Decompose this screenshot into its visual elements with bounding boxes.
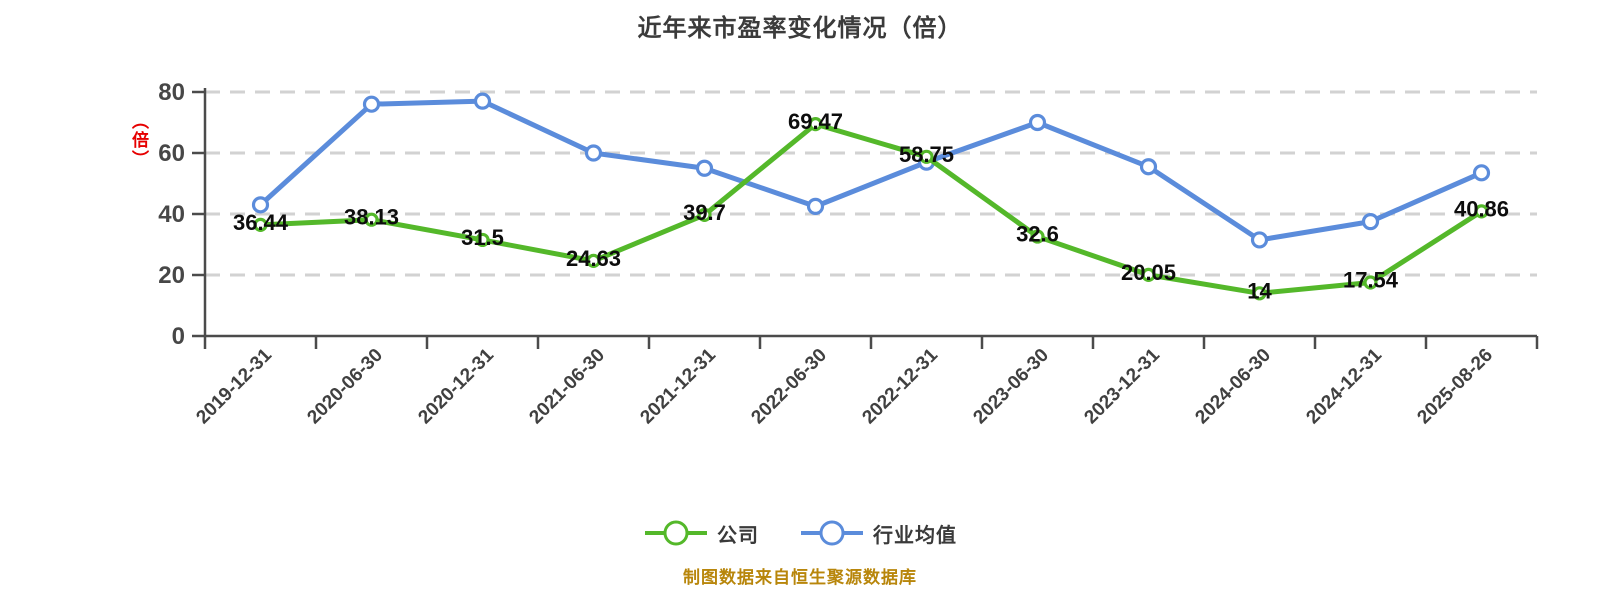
series-industry-point-9 [1250, 231, 1269, 249]
series-company [253, 117, 1489, 301]
legend-swatch-company-icon [645, 520, 707, 546]
x-tick-label-2024-12-31: 2024-12-31 [1302, 344, 1386, 428]
legend-item-industry: 行业均值 [799, 518, 957, 548]
legend-swatch-industry-icon [801, 520, 863, 546]
chart-title: 近年来市盈率变化情况（倍） [637, 15, 963, 42]
x-tick-label-2022-06-30: 2022-06-30 [747, 345, 831, 429]
data-label-company-4: 39.7 [683, 200, 726, 225]
y-axis-unit-label: （倍） [129, 112, 148, 169]
series-industry-point-2 [473, 92, 492, 110]
data-label-company-3: 24.63 [566, 246, 621, 271]
series-company-point-7 [1030, 229, 1045, 244]
x-tick-labels: 2019-12-31 2020-06-30 2020-12-31 2021-06-30… [192, 344, 1497, 428]
x-tick-label-2020-06-30: 2020-06-30 [303, 345, 387, 429]
y-tick-label-20: 20 [158, 262, 185, 289]
x-tick-label-2019-12-31: 2019-12-31 [192, 344, 276, 428]
x-tick-label-2024-06-30: 2024-06-30 [1191, 345, 1275, 429]
data-label-company-5: 69.47 [788, 109, 843, 134]
series-industry-point-8 [1139, 158, 1158, 176]
x-tick-label-2021-06-30: 2021-06-30 [525, 345, 609, 429]
data-label-company-8: 20.05 [1121, 260, 1176, 285]
x-tick-label-2021-12-31: 2021-12-31 [636, 344, 720, 428]
series-industry-point-0 [251, 196, 270, 214]
y-tick-label-0: 0 [172, 323, 185, 350]
series-industry-line [258, 98, 1484, 243]
series-company-line [258, 121, 1484, 296]
series-industry-point-5 [806, 197, 825, 215]
y-tick-label-40: 40 [158, 201, 185, 228]
series-industry-point-10 [1361, 213, 1380, 231]
x-tick-label-2020-12-31: 2020-12-31 [414, 344, 498, 428]
data-label-company-1: 38.13 [344, 205, 399, 230]
data-source-caption: 制图数据来自恒生聚源数据库 [683, 568, 917, 587]
series-company-point-0 [253, 217, 268, 232]
y-gridlines [205, 90, 1537, 277]
data-labels: 36.44 38.13 31.5 24.63 39.7 69.47 58.75 32.6 20.… [233, 109, 1509, 303]
series-industry-point-7 [1028, 113, 1047, 132]
legend-label-industry: 行业均值 [873, 524, 957, 547]
data-label-company-6: 58.75 [899, 142, 954, 167]
series-company-point-1 [364, 212, 379, 227]
series-company-point-5 [808, 117, 823, 132]
series-company-point-8 [1141, 267, 1156, 282]
series-company-point-11 [1474, 204, 1489, 219]
legend-label-company: 公司 [717, 524, 759, 547]
series-company-point-9 [1252, 286, 1267, 301]
series-company-point-6 [919, 149, 934, 164]
series-industry [251, 92, 1491, 249]
x-tick-label-2025-08-26: 2025-08-26 [1413, 345, 1497, 429]
y-tick-label-60: 60 [158, 140, 185, 167]
data-label-company-2: 31.5 [461, 225, 504, 250]
x-tick-label-2022-12-31: 2022-12-31 [858, 344, 942, 428]
series-company-point-3 [586, 253, 601, 268]
series-industry-point-1 [362, 95, 381, 113]
x-tick-label-2023-12-31: 2023-12-31 [1080, 344, 1164, 428]
series-company-point-10 [1363, 275, 1378, 290]
data-label-company-9: 14 [1247, 278, 1272, 303]
x-tick-label-2023-06-30: 2023-06-30 [969, 345, 1053, 429]
legend-item-company: 公司 [643, 518, 759, 548]
series-industry-point-3 [584, 144, 603, 162]
series-industry-point-11 [1472, 164, 1491, 182]
data-label-company-10: 17.54 [1343, 268, 1399, 293]
series-company-point-4 [697, 207, 712, 223]
axes: 0 20 40 60 80 [158, 79, 1539, 350]
data-label-company-0: 36.44 [233, 210, 289, 235]
series-company-point-2 [475, 232, 490, 248]
y-tick-label-80: 80 [158, 79, 185, 106]
series-industry-point-4 [695, 159, 714, 177]
data-label-company-11: 40.86 [1454, 196, 1509, 221]
data-label-company-7: 32.6 [1016, 222, 1059, 247]
legend: 公司 行业均值 [0, 518, 1600, 548]
